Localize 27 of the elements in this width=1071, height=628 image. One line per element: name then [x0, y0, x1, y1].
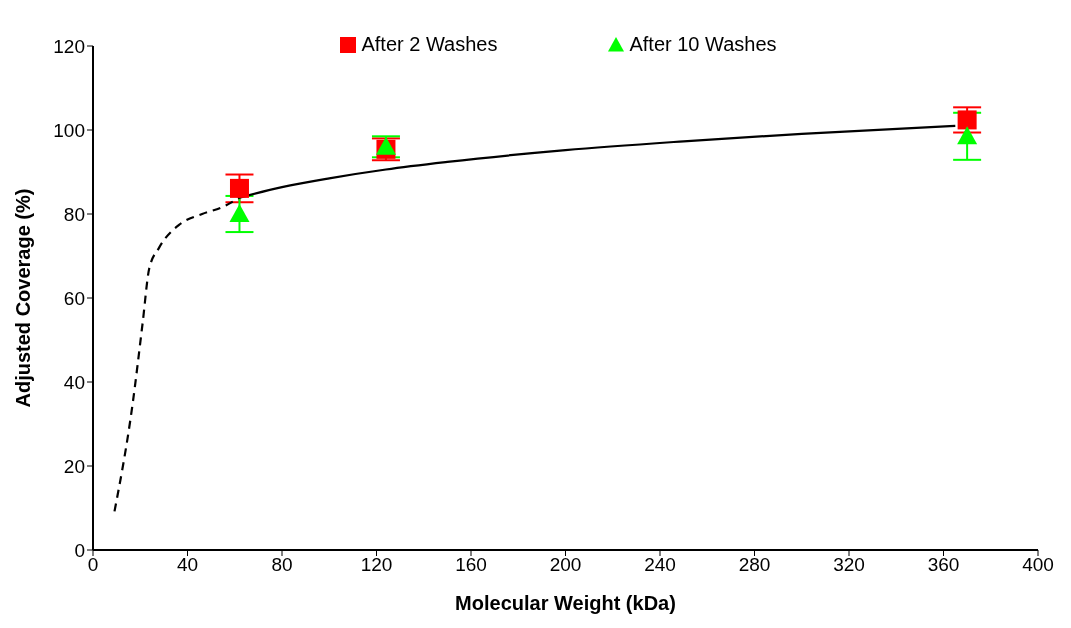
point	[375, 136, 396, 155]
x-tick-label: 80	[271, 554, 293, 576]
y-tick-label: 20	[63, 455, 85, 477]
x-tick-label: 280	[738, 554, 771, 576]
x-axis-title: Molecular Weight (kDa)	[455, 592, 676, 614]
y-tick-label: 0	[74, 539, 85, 561]
y-axis-title: Adjusted Coverage (%)	[12, 188, 35, 408]
point	[957, 110, 977, 130]
y-tick-label: 40	[63, 371, 85, 393]
x-tick-label: 120	[360, 554, 393, 576]
x-tick-label: 320	[833, 554, 865, 576]
y-tick-label: 60	[63, 287, 85, 309]
x-tick-label: 360	[927, 554, 960, 576]
x-tick-label: 200	[549, 554, 582, 576]
point	[229, 178, 249, 198]
y-tick-label: 120	[53, 35, 85, 57]
y-tick-label: 80	[63, 203, 85, 225]
point	[957, 126, 978, 145]
x-tick-label: 240	[644, 554, 676, 576]
point	[229, 204, 250, 222]
x-tick-label: 160	[455, 554, 487, 576]
x-tick-label: 400	[1022, 554, 1054, 576]
x-tick-label: 40	[176, 554, 199, 576]
legend-label: After 2 Washes	[361, 33, 498, 56]
x-tick-label: 0	[87, 554, 99, 576]
y-tick-label: 100	[53, 119, 85, 141]
legend-label: After 10 Washes	[629, 33, 777, 56]
